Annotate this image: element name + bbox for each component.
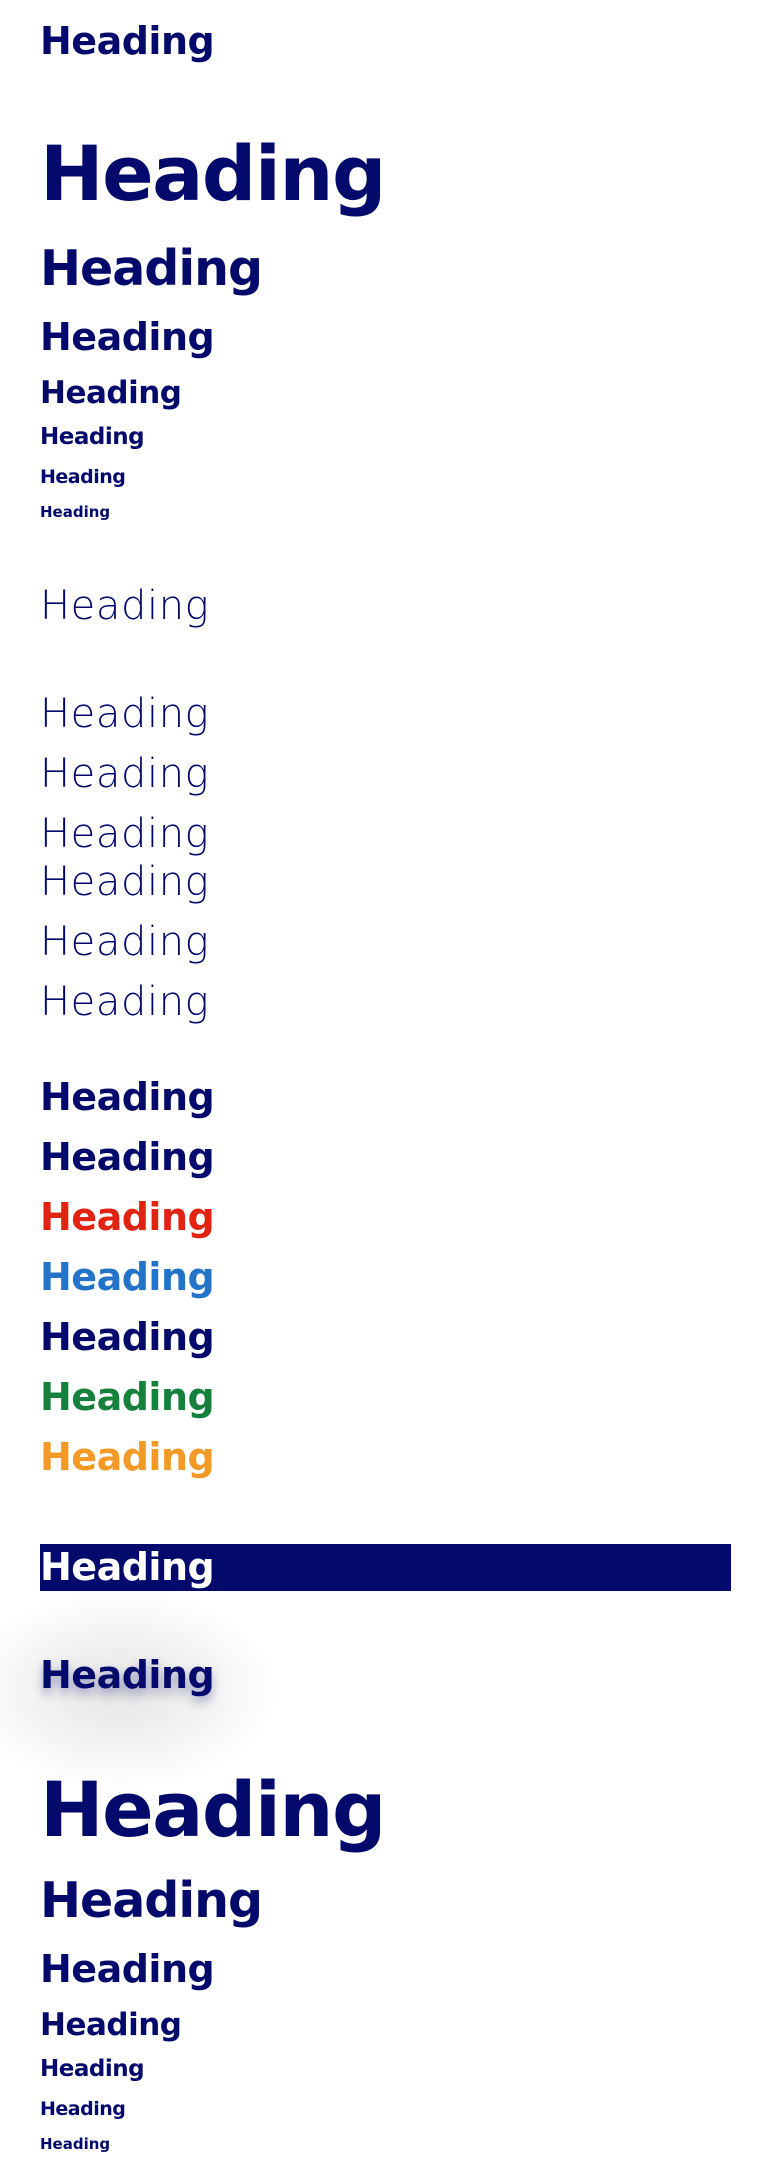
- heading-color-orange: Heading: [40, 1435, 215, 1479]
- heading-h4-alt: Heading: [40, 2007, 182, 2043]
- heading-h1: Heading: [40, 129, 386, 218]
- heading-h6: Heading: [40, 466, 126, 488]
- heading-h3: Heading: [40, 315, 215, 359]
- heading-h4: Heading: [40, 375, 182, 411]
- heading-h7: Heading: [40, 503, 111, 521]
- heading-banner-background: [40, 1544, 731, 1591]
- heading-shadowed: Heading: [40, 1653, 215, 1697]
- heading-shadow-glow: [0, 1590, 280, 1790]
- heading-default: Heading: [40, 19, 215, 63]
- heading-light-1: Heading: [40, 691, 210, 737]
- heading-light-4: Heading: [40, 859, 210, 905]
- heading-light-2: Heading: [40, 751, 210, 797]
- heading-color-navy-3: Heading: [40, 1315, 215, 1359]
- heading-color-green: Heading: [40, 1375, 215, 1419]
- heading-color-navy-2: Heading: [40, 1135, 215, 1179]
- heading-light-3: Heading: [40, 811, 210, 857]
- heading-h7-alt: Heading: [40, 2135, 111, 2153]
- heading-color-red: Heading: [40, 1195, 215, 1239]
- heading-banner: Heading: [40, 1545, 215, 1589]
- heading-h5: Heading: [40, 424, 145, 450]
- heading-color-navy-1: Heading: [40, 1075, 215, 1119]
- heading-light-6: Heading: [40, 979, 210, 1025]
- heading-light-5: Heading: [40, 919, 210, 965]
- heading-h6-alt: Heading: [40, 2098, 126, 2120]
- heading-color-blue: Heading: [40, 1255, 215, 1299]
- heading-h3-alt: Heading: [40, 1947, 215, 1991]
- heading-h5-alt: Heading: [40, 2056, 145, 2082]
- heading-light: Heading: [40, 583, 210, 629]
- heading-h1-alt: Heading: [40, 1765, 386, 1854]
- heading-h2-alt: Heading: [40, 1872, 263, 1929]
- heading-h2: Heading: [40, 240, 263, 297]
